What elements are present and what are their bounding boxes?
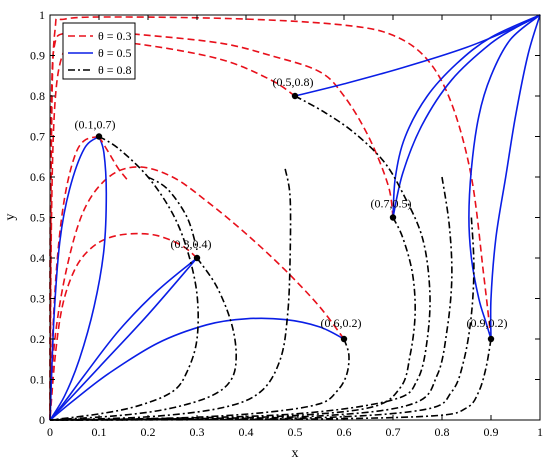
curve-theta-05-9	[468, 14, 541, 340]
curve-theta-08-3	[49, 95, 431, 421]
curve-theta-03-3	[49, 166, 345, 421]
legend: θ = 0.3 θ = 0.5 θ = 0.8	[62, 22, 136, 80]
curve-theta-03-6	[49, 16, 492, 421]
y-tick-label: 0.4	[30, 251, 45, 265]
x-tick-label: 0	[47, 425, 53, 439]
x-tick-label: 0.8	[435, 425, 450, 439]
legend-label: θ = 0.5	[98, 46, 132, 60]
y-tick-label: 0.7	[30, 130, 45, 144]
y-tick-label: 0.9	[30, 49, 45, 63]
x-tick-label: 0.9	[484, 425, 499, 439]
curve-extra-3	[49, 217, 475, 421]
point-label: (0.5,0.8)	[273, 75, 314, 89]
y-tick-label: 0.2	[30, 332, 45, 346]
curve-extra-1	[98, 136, 130, 182]
x-tick-label: 0.2	[141, 425, 156, 439]
curve-theta-05-1	[49, 136, 108, 421]
curve-theta-05-8	[392, 14, 541, 218]
curve-theta-05-7	[392, 14, 541, 218]
legend-box	[62, 22, 136, 80]
curve-theta-08-4	[49, 217, 416, 421]
point-label: (0.7,0.5)	[371, 197, 412, 211]
curve-theta-08-1	[49, 135, 199, 421]
x-tick-label: 0.3	[190, 425, 205, 439]
point-marker	[487, 335, 495, 343]
curve-extra-5	[147, 176, 198, 251]
x-axis-label: x	[292, 446, 299, 461]
x-tick-label: 0.5	[288, 425, 303, 439]
point-label: (0.3,0.4)	[171, 237, 212, 251]
curve-extra-2	[49, 168, 292, 421]
y-tick-label: 0	[39, 413, 45, 427]
legend-label: θ = 0.3	[98, 29, 132, 43]
plot-area	[50, 15, 540, 420]
curve-theta-05-2	[49, 135, 100, 421]
x-tick-label: 0.1	[92, 425, 107, 439]
y-tick-label: 0.8	[30, 89, 45, 103]
x-tick-label: 1	[537, 425, 543, 439]
point-marker	[95, 133, 103, 140]
point-marker	[340, 335, 348, 343]
y-axis-label: y	[3, 214, 18, 221]
y-tick-label: 1	[39, 8, 45, 22]
y-tick-label: 0.1	[30, 373, 45, 387]
curve-theta-05-4	[49, 257, 198, 421]
points-layer: (0.1,0.7) (0.3,0.4) (0.5,0.8) (0.6,0.2) (0.7…	[75, 75, 508, 343]
curve-theta-05-5	[49, 317, 345, 421]
y-tick-label: 0.6	[30, 170, 45, 184]
ticks-layer: 0 0.1 0.2 0.3 0.4 0.5 0.6 0.7 0.8 0.9 1 0 0.1 0.2 0.3 0…	[30, 8, 543, 439]
legend-label: θ = 0.8	[98, 63, 132, 77]
point-marker	[389, 214, 397, 221]
point-label: (0.1,0.7)	[75, 118, 116, 132]
curve-extra-4	[49, 176, 453, 421]
curve-theta-08-2	[49, 257, 238, 421]
x-tick-label: 0.7	[386, 425, 401, 439]
x-tick-label: 0.6	[337, 425, 352, 439]
curve-theta-05-10	[489, 14, 541, 340]
point-marker	[193, 254, 201, 262]
point-label: (0.6,0.2)	[321, 316, 362, 330]
point-label: (0.9,0.2)	[467, 316, 508, 330]
y-tick-label: 0.5	[30, 211, 45, 225]
curve-theta-05-3	[49, 257, 198, 421]
point-marker	[291, 92, 299, 100]
y-tick-label: 0.3	[30, 292, 45, 306]
x-tick-label: 0.4	[239, 425, 254, 439]
